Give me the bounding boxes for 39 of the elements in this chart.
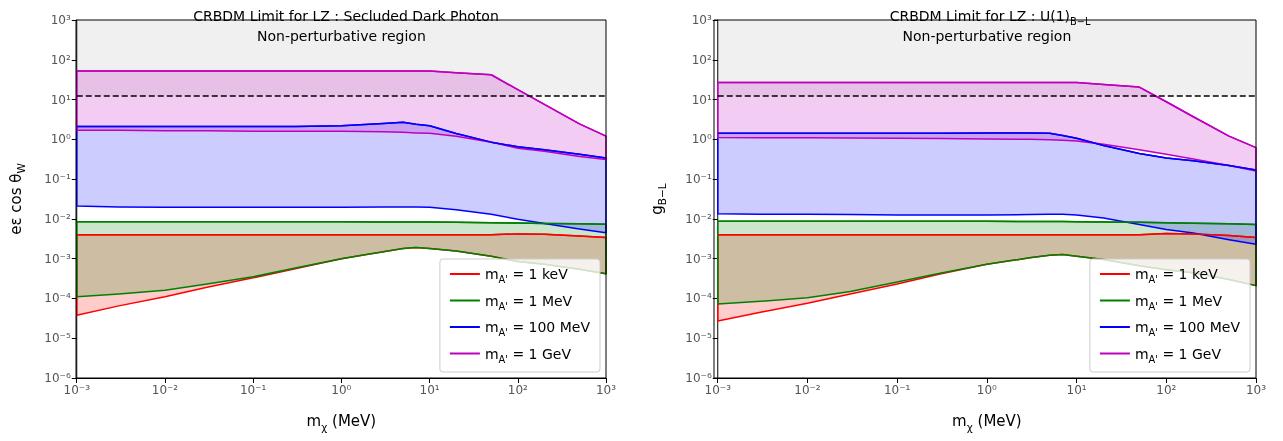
x-tick-label: 10⁻² [794,383,821,397]
y-tick-label: 10⁻¹ [44,172,71,187]
x-tick-label: 10⁰ [976,383,998,397]
y-tick-label: 10⁻⁴ [685,291,712,306]
y-tick-label: 10⁻⁶ [685,371,712,385]
y-tick-label: 10³ [50,13,71,27]
y-tick-label: 10³ [691,13,712,27]
y-tick-label: 10⁻⁵ [685,331,712,346]
x-tick-label: 10³ [1245,383,1267,397]
y-tick-label: 10⁻⁶ [44,371,71,385]
x-tick-label: 10⁰ [331,383,352,397]
y-tick-label: 10⁻² [44,211,71,226]
y-axis-title: eε cos θW [6,162,28,235]
y-tick-label: 10⁻¹ [685,172,712,187]
x-tick-label: 10¹ [419,383,440,397]
x-tick-label: 10² [507,383,529,397]
x-tick-label: 10¹ [1066,383,1087,397]
x-tick-label: 10⁻³ [704,383,732,397]
y-tick-label: 10⁻⁴ [44,291,71,306]
y-tick-label: 10⁻³ [44,251,71,266]
y-tick-label: 10² [691,52,712,67]
x-tick-label: 10² [1156,383,1177,397]
y-tick-label: 10⁻³ [685,251,712,266]
y-tick-label: 10⁻⁵ [44,331,71,346]
chart-title: CRBDM Limit for LZ : Secluded Dark Photon [193,7,499,24]
band-label: Non-perturbative region [902,27,1072,44]
x-tick-label: 10⁻² [151,383,179,397]
y-tick-label: 10¹ [50,92,71,107]
y-tick-label: 10⁻² [685,211,712,226]
band-label: Non-perturbative region [256,27,426,44]
y-tick-label: 10¹ [691,92,712,107]
x-tick-label: 10³ [595,383,617,397]
x-tick-label: 10⁻¹ [239,383,267,397]
x-tick-label: 10⁻¹ [883,383,911,397]
y-axis-title: gB−L [647,183,669,215]
y-tick-label: 10² [50,52,71,67]
y-tick-label: 10⁰ [691,132,712,147]
y-tick-label: 10⁰ [50,132,71,147]
x-tick-label: 10⁻³ [63,383,91,397]
